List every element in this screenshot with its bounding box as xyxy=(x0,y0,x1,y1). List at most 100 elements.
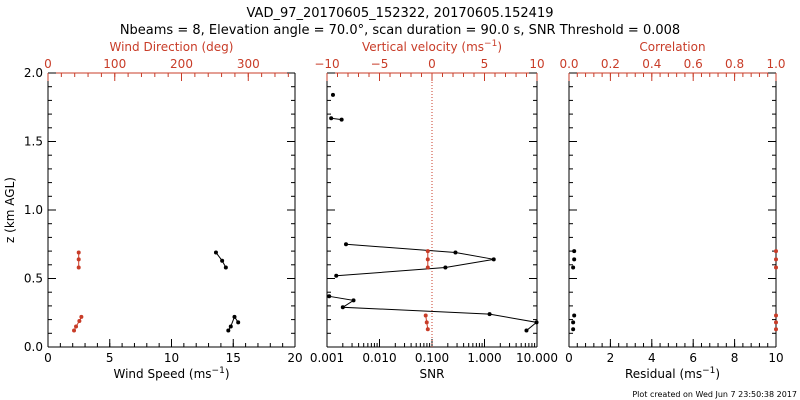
series-wind-speed xyxy=(213,250,241,333)
series-snr xyxy=(327,92,539,333)
x-tick-label: 8 xyxy=(731,351,739,365)
x-tick-label: 10.000 xyxy=(516,351,558,365)
data-point xyxy=(340,305,345,310)
data-point xyxy=(74,324,79,329)
y-tick-label: 2.0 xyxy=(24,66,43,80)
top-axis-label: Wind Direction (deg) xyxy=(110,40,234,54)
data-point xyxy=(220,258,225,263)
x-tick-label: 1.000 xyxy=(467,351,501,365)
data-point xyxy=(79,314,84,319)
data-point xyxy=(232,314,237,319)
top-tick-label: 0.2 xyxy=(601,57,620,71)
y-axis-label: z (km AGL) xyxy=(3,177,17,243)
data-point xyxy=(226,328,231,333)
top-axis-label: Vertical velocity (ms−1) xyxy=(362,39,502,54)
series-line xyxy=(73,316,82,331)
data-point xyxy=(774,265,778,270)
top-tick-label: 0.0 xyxy=(559,57,578,71)
data-point xyxy=(453,250,458,255)
top-tick-label: 0 xyxy=(44,57,52,71)
data-point xyxy=(774,320,778,325)
data-point xyxy=(327,294,332,299)
data-point xyxy=(443,265,448,270)
panel-snr: 0.001 0.010 0.100 1.000 10.000 SNR −10 −5 0 5 10 Ve… xyxy=(310,39,558,381)
top-tick-label: 5 xyxy=(481,57,489,71)
data-point xyxy=(491,257,496,262)
top-tick-label: 0.4 xyxy=(642,57,661,71)
y-tick-label: 1.5 xyxy=(24,135,43,149)
x-tick-label: 0.010 xyxy=(362,351,396,365)
data-point xyxy=(76,250,81,255)
data-point xyxy=(572,313,577,318)
top-tick-label: −10 xyxy=(314,57,339,71)
data-point xyxy=(425,327,430,332)
data-point xyxy=(213,250,218,255)
top-tick-label: 0 xyxy=(428,57,436,71)
series-line xyxy=(227,315,239,331)
x-tick-label: 2 xyxy=(607,351,615,365)
top-tick-label: 300 xyxy=(237,57,260,71)
x-tick-label: 5 xyxy=(106,351,114,365)
x-tick-label: 4 xyxy=(648,351,656,365)
data-point xyxy=(774,257,778,262)
data-point xyxy=(487,312,492,317)
data-point xyxy=(329,116,334,121)
series-line xyxy=(336,243,494,277)
data-point xyxy=(774,313,778,318)
data-point xyxy=(571,265,576,270)
x-tick-label: 15 xyxy=(226,351,241,365)
x-tick-label: 10 xyxy=(768,351,783,365)
x-tick-label: 6 xyxy=(689,351,697,365)
data-point xyxy=(339,117,344,122)
x-tick-label: 0.001 xyxy=(310,351,344,365)
data-point xyxy=(425,249,430,254)
x-tick-label: 0 xyxy=(565,351,573,365)
data-point xyxy=(343,242,348,247)
series-line xyxy=(329,295,538,331)
data-point xyxy=(534,320,539,325)
data-point xyxy=(524,328,529,333)
data-point xyxy=(572,257,577,262)
data-point xyxy=(571,320,576,325)
data-point xyxy=(424,320,429,325)
data-point xyxy=(223,265,228,270)
panel-residual: 0 2 4 6 8 10 Residual (ms−1) 0.0 0.2 0.4 0.6 0.8 1.0… xyxy=(559,40,785,381)
data-point xyxy=(72,328,77,333)
x-axis-label: SNR xyxy=(420,367,445,381)
data-point xyxy=(77,318,82,323)
data-point xyxy=(572,249,577,254)
data-point xyxy=(330,92,335,97)
x-axis-label: Wind Speed (ms−1) xyxy=(114,366,230,381)
x-tick-label: 0.100 xyxy=(415,351,449,365)
data-point xyxy=(76,265,81,270)
data-point xyxy=(334,273,339,278)
series-vertical-velocity xyxy=(423,249,430,332)
data-point xyxy=(774,249,778,254)
figure-title: VAD_97_20170605_152322, 20170605.152419 xyxy=(247,6,554,21)
series-correlation xyxy=(774,249,778,332)
y-tick-label: 1.0 xyxy=(24,203,43,217)
x-tick-label: 0 xyxy=(44,351,52,365)
series-residual xyxy=(571,249,577,332)
top-tick-label: −5 xyxy=(371,57,389,71)
data-point xyxy=(228,324,233,329)
data-point xyxy=(236,320,241,325)
y-tick-label: 0.0 xyxy=(24,340,43,354)
data-point xyxy=(351,298,356,303)
data-point xyxy=(571,327,576,332)
data-point xyxy=(76,257,81,262)
data-point xyxy=(423,313,428,318)
series-wind-direction xyxy=(72,250,84,333)
panel-wind: 0 5 10 15 20 Wind Speed (ms−1) 0.0 0.5 1.0 1.5 2.0… xyxy=(3,40,303,381)
figure-subtitle: Nbeams = 8, Elevation angle = 70.0°, sca… xyxy=(120,23,680,38)
x-tick-label: 10 xyxy=(164,351,179,365)
top-tick-label: 0.8 xyxy=(725,57,744,71)
top-axis-label: Correlation xyxy=(639,40,705,54)
plot-created-note: Plot created on Wed Jun 7 23:50:38 2017 xyxy=(632,390,797,399)
data-point xyxy=(425,257,430,262)
top-tick-label: 100 xyxy=(103,57,126,71)
top-tick-label: 10 xyxy=(529,57,544,71)
x-axis-label: Residual (ms−1) xyxy=(625,366,720,381)
top-tick-label: 200 xyxy=(170,57,193,71)
